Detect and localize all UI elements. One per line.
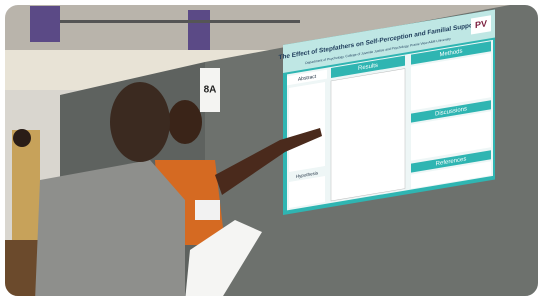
photo: 8A The Effect of Stepfathers on Self-Per… [0, 0, 543, 301]
name-badge [195, 200, 220, 220]
man-head [110, 82, 170, 162]
person-background-head [13, 129, 31, 147]
man-shirt [35, 160, 185, 301]
pillar [188, 10, 210, 50]
woman-head [168, 100, 202, 144]
results-table [331, 69, 405, 201]
page: 8A The Effect of Stepfathers on Self-Per… [0, 0, 543, 301]
person-background [12, 130, 40, 240]
pillar [30, 6, 60, 42]
scene: 8A The Effect of Stepfathers on Self-Per… [0, 0, 543, 301]
text-block [289, 82, 325, 172]
railing [60, 20, 300, 23]
poster: The Effect of Stepfathers on Self-Percep… [279, 10, 495, 216]
logo: PV [475, 18, 487, 30]
sign-label: 8A [204, 85, 217, 96]
